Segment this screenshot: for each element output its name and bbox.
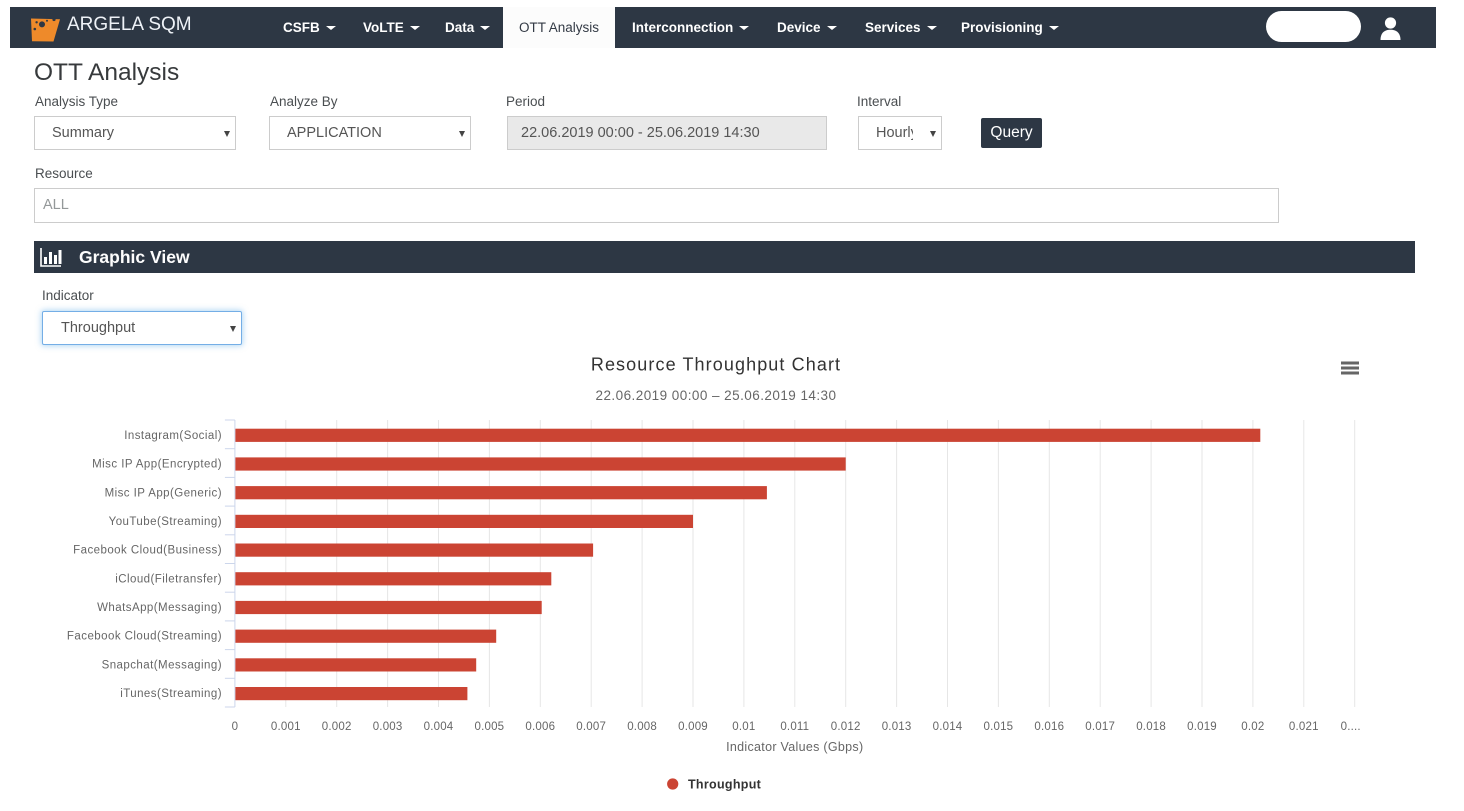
svg-text:iCloud(Filetransfer): iCloud(Filetransfer) <box>115 573 222 585</box>
svg-text:0.01: 0.01 <box>732 721 755 733</box>
svg-text:0.014: 0.014 <box>933 721 963 733</box>
svg-text:0.005: 0.005 <box>475 721 505 733</box>
svg-text:22.06.2019 00:00 – 25.06.2019: 22.06.2019 00:00 – 25.06.2019 14:30 <box>596 388 837 403</box>
svg-text:Facebook Cloud(Streaming): Facebook Cloud(Streaming) <box>67 631 222 643</box>
svg-text:WhatsApp(Messaging): WhatsApp(Messaging) <box>97 602 222 614</box>
svg-text:Misc IP App(Encrypted): Misc IP App(Encrypted) <box>92 459 222 471</box>
svg-text:Throughput: Throughput <box>688 778 762 792</box>
svg-text:0.015: 0.015 <box>984 721 1014 733</box>
svg-text:0.011: 0.011 <box>780 721 809 733</box>
svg-text:0.019: 0.019 <box>1187 721 1217 733</box>
svg-text:0.003: 0.003 <box>373 721 403 733</box>
svg-text:0.009: 0.009 <box>678 721 708 733</box>
svg-text:0.021: 0.021 <box>1289 721 1319 733</box>
svg-text:0.001: 0.001 <box>271 721 301 733</box>
svg-text:iTunes(Streaming): iTunes(Streaming) <box>120 688 222 700</box>
svg-text:0....: 0.... <box>1341 721 1361 733</box>
svg-text:0.02: 0.02 <box>1241 721 1264 733</box>
svg-text:0.007: 0.007 <box>576 721 606 733</box>
svg-text:0.012: 0.012 <box>831 721 861 733</box>
svg-text:Indicator Values (Gbps): Indicator Values (Gbps) <box>726 740 863 754</box>
svg-text:0.018: 0.018 <box>1136 721 1166 733</box>
svg-text:Snapchat(Messaging): Snapchat(Messaging) <box>102 660 222 672</box>
svg-text:Misc IP App(Generic): Misc IP App(Generic) <box>105 487 222 499</box>
svg-text:Instagram(Social): Instagram(Social) <box>124 430 222 442</box>
svg-text:0.013: 0.013 <box>882 721 912 733</box>
svg-text:0.008: 0.008 <box>627 721 657 733</box>
svg-text:0.004: 0.004 <box>424 721 454 733</box>
svg-text:Resource Throughput Chart: Resource Throughput Chart <box>591 355 841 375</box>
svg-text:0: 0 <box>232 721 239 733</box>
svg-text:YouTube(Streaming): YouTube(Streaming) <box>109 516 222 528</box>
svg-text:0.016: 0.016 <box>1034 721 1064 733</box>
svg-text:0.017: 0.017 <box>1085 721 1115 733</box>
svg-text:0.006: 0.006 <box>525 721 555 733</box>
svg-text:0.002: 0.002 <box>322 721 352 733</box>
svg-text:Facebook Cloud(Business): Facebook Cloud(Business) <box>73 545 222 557</box>
